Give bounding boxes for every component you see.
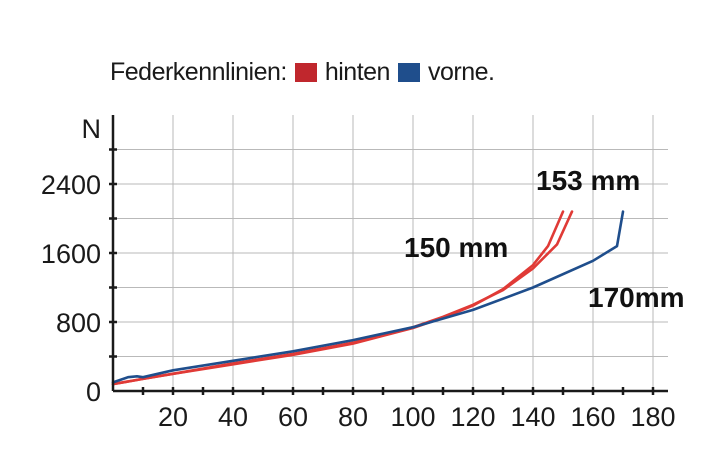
series-group	[111, 210, 625, 386]
y-tick-label-0: 0	[86, 377, 101, 407]
legend: Federkennlinien: hinten vorne .	[110, 58, 495, 87]
x-tick-label-120: 120	[450, 402, 495, 432]
x-tick-label-40: 40	[218, 402, 248, 432]
legend-label-hinten: hinten	[324, 58, 391, 86]
y-axis-label: N	[82, 114, 102, 144]
axes	[109, 115, 668, 395]
y-tick-label-800: 800	[56, 308, 101, 338]
y-tick-label-2400: 2400	[41, 170, 101, 200]
series-line-vorne-2	[111, 210, 625, 384]
tick-labels: 20 40 60 80 100 120 140 160 180 0 800 1600 2400	[41, 170, 676, 432]
x-tick-label-60: 60	[278, 402, 308, 432]
x-tick-label-180: 180	[630, 402, 675, 432]
legend-swatch-hinten	[294, 63, 317, 82]
annotation-153mm: 153 mm	[536, 165, 640, 196]
legend-label-vorne: vorne	[427, 58, 489, 86]
annotation-150mm: 150 mm	[404, 232, 508, 263]
legend-title: Federkennlinien:	[110, 58, 287, 86]
y-tick-label-1600: 1600	[41, 239, 101, 269]
grid	[113, 115, 668, 391]
x-tick-label-100: 100	[390, 402, 435, 432]
x-tick-label-160: 160	[570, 402, 615, 432]
x-tick-label-20: 20	[158, 402, 188, 432]
x-tick-label-80: 80	[338, 402, 368, 432]
annotation-170mm: 170mm	[588, 282, 685, 313]
x-tick-label-140: 140	[510, 402, 555, 432]
legend-swatch-vorne	[397, 63, 420, 82]
legend-suffix: .	[488, 58, 495, 86]
